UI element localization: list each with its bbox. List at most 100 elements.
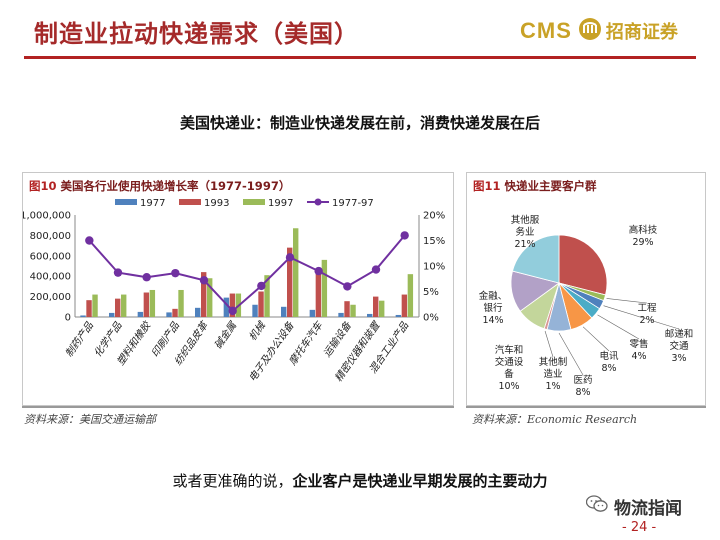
pie-slice-value: 8% — [601, 363, 616, 374]
pie-chart-figure-number: 图11 — [473, 179, 501, 193]
pie-slice — [512, 234, 560, 284]
pie-slice-value: 4% — [631, 351, 646, 362]
bar-1977 — [338, 312, 344, 317]
legend-label-1997: 1997 — [268, 198, 293, 209]
bar-1977 — [137, 311, 144, 317]
bar-1997 — [178, 289, 184, 317]
pie-slice-label: 医药 — [573, 375, 592, 386]
pie-slice-label: 电讯 — [599, 350, 619, 362]
slide-title: 制造业拉动快递需求（美国） — [34, 20, 359, 48]
bar-1993 — [401, 294, 408, 317]
growth-rate-point — [228, 306, 237, 316]
pie-leader-line — [558, 332, 584, 376]
logo-cn-text: 招商证券 — [605, 22, 678, 43]
conclusion-text: 或者更准确的说，企业客户是快递业早期发展的主要动力 — [0, 470, 720, 491]
bar-1993 — [373, 296, 379, 317]
bar-1997 — [350, 304, 356, 317]
bar-1993 — [201, 272, 207, 317]
pie-leader-line — [544, 330, 554, 358]
growth-rate-point — [142, 273, 151, 282]
bar-1993 — [172, 308, 178, 317]
pie-slice-label: 造业 — [543, 368, 562, 380]
pie-slice-value: 21% — [514, 239, 535, 250]
pie-slice-value: 10% — [498, 381, 519, 392]
growth-rate-point — [85, 236, 94, 245]
pie-slice-label: 其他制 — [539, 356, 568, 368]
bar-1977 — [395, 314, 402, 317]
pie-slice-label: 务业 — [515, 226, 534, 238]
conclusion-prefix: 或者更准确的说， — [172, 472, 293, 490]
bar-1997 — [121, 294, 127, 317]
legend-label-1977-97: 1977-97 — [332, 198, 374, 209]
bar-1993 — [287, 247, 293, 317]
pie-slice-label: 邮递和 — [665, 328, 694, 340]
legend-swatch-marker — [314, 198, 322, 206]
cms-logo: CMS 招商证券 — [520, 16, 678, 46]
bar-1993 — [115, 298, 121, 317]
left-y-tick-label: 400,000 — [30, 272, 71, 283]
bar-1977 — [109, 312, 115, 317]
growth-rate-point — [343, 282, 352, 291]
left-y-tick-label: 1,000,000 — [23, 211, 71, 222]
bar-1977 — [367, 313, 373, 317]
growth-rate-point — [285, 253, 295, 262]
bar-1997 — [92, 294, 98, 317]
pie-chart-title-text: 快递业主要客户群 — [504, 179, 597, 193]
wechat-icon — [585, 495, 608, 518]
bar-1997 — [207, 278, 213, 317]
pie-chart-panel: 图11 快递业主要客户群 高科技 29% 工程 2% 邮递和 交通 3% 零售 4% 电讯 8% 医药… — [466, 172, 706, 406]
pie-leader-line — [603, 305, 680, 330]
growth-rate-point — [113, 268, 123, 277]
pie-slice-label: 汽车和 — [495, 344, 524, 356]
pie-slice-value: 3% — [671, 353, 686, 364]
pie-slice-value: 1% — [545, 381, 560, 392]
right-y-tick-label: 10% — [423, 262, 445, 273]
pie-leader-line — [582, 326, 610, 352]
pie-slice-label: 其他服 — [511, 214, 540, 226]
pie-slice-value: 8% — [575, 387, 590, 398]
pie-leader-line — [597, 314, 640, 340]
wechat-watermark: 物流指闻 — [585, 494, 682, 519]
left-source-divider — [22, 406, 454, 408]
bar-chart-title-text: 美国各行业使用快递增长率（1977-1997） — [60, 179, 291, 193]
bar-1993 — [344, 301, 350, 317]
pie-slice-value: 29% — [632, 237, 653, 248]
legend-swatch-1997 — [243, 199, 265, 205]
cms-emblem-icon — [578, 17, 602, 45]
pie-chart-source: 资料来源：Economic Research — [472, 413, 638, 426]
watermark-text: 物流指闻 — [614, 499, 682, 519]
bar-chart-source: 资料来源：美国交通运输部 — [24, 413, 156, 426]
pie-slice-label: 交通 — [669, 340, 689, 352]
bar-1993 — [143, 292, 150, 317]
pie-slice-value: 2% — [639, 315, 654, 326]
bar-1993 — [258, 291, 264, 317]
bar-1977 — [252, 304, 258, 317]
bar-1997 — [264, 275, 270, 317]
bar-1997 — [293, 228, 299, 317]
growth-rate-point — [199, 276, 209, 285]
bar-1993 — [229, 293, 236, 317]
pie-slice-label: 备 — [504, 368, 514, 380]
pie-slice-value: 14% — [482, 315, 503, 326]
bar-chart-title: 图10 美国各行业使用快递增长率（1977-1997） — [29, 178, 290, 194]
legend-swatch-1977 — [115, 199, 137, 205]
category-label: 碱金属 — [212, 319, 240, 351]
bar-1977 — [80, 315, 86, 317]
pie-slice-label: 高科技 — [629, 224, 658, 236]
pie-chart-title: 图11 快递业主要客户群 — [473, 178, 597, 194]
bar-1997 — [407, 274, 414, 317]
pie-slice — [558, 234, 608, 296]
bar-1997 — [321, 259, 328, 317]
bar-1997 — [379, 300, 385, 317]
pie-slice-label: 工程 — [637, 303, 657, 314]
left-y-tick-label: 0 — [65, 313, 71, 324]
slide-subtitle: 美国快递业：制造业快递发展在前，消费快递发展在后 — [179, 114, 540, 132]
right-source-divider — [466, 406, 706, 408]
pie-chart: 高科技29%工程2%邮递和交通3%零售4%电讯8%医药8%其他制造业1%汽车和交… — [479, 214, 694, 398]
category-label: 机械 — [246, 318, 268, 343]
bar-1997 — [149, 289, 156, 317]
right-y-tick-label: 20% — [423, 211, 445, 222]
growth-rate-line — [88, 234, 406, 313]
bar-line-chart: 0 200,000 400,000 600,000 800,000 1,000,000 0%… — [23, 198, 445, 384]
bar-1977 — [223, 297, 230, 317]
